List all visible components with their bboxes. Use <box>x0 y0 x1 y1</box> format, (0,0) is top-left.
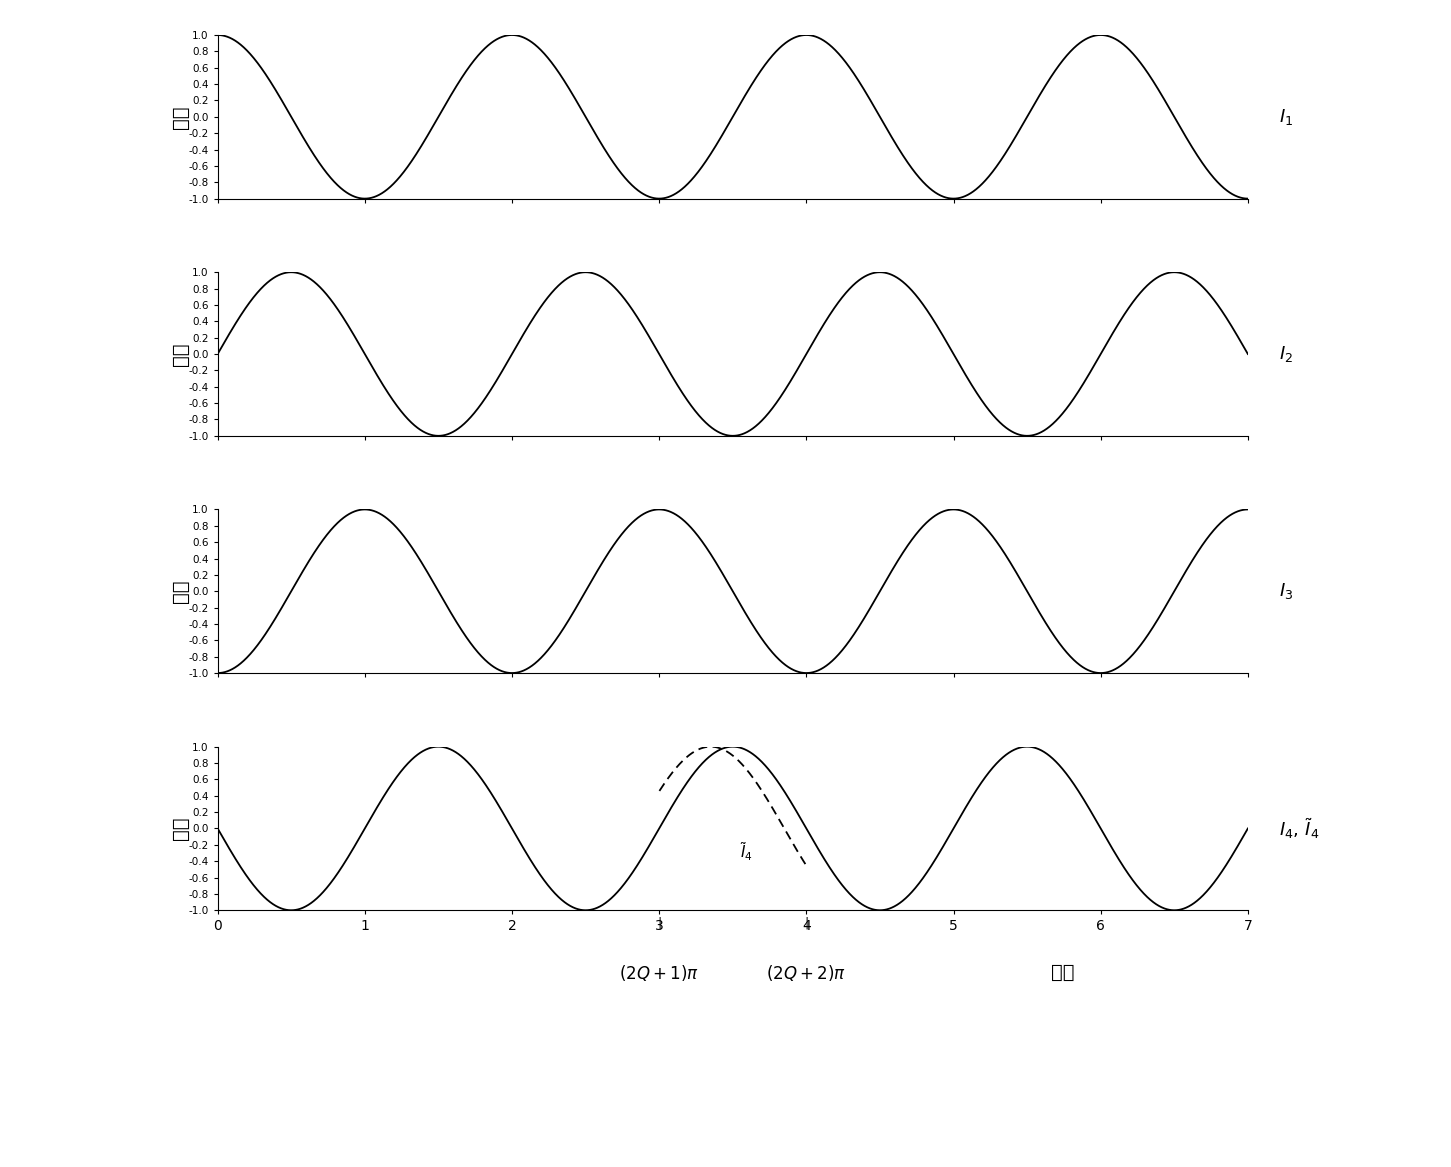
Text: $I_3$: $I_3$ <box>1278 581 1293 601</box>
Text: $I_2$: $I_2$ <box>1278 344 1293 364</box>
Text: $\tilde{I}_4$: $\tilde{I}_4$ <box>740 840 753 862</box>
Text: $(2Q+2)\pi$: $(2Q+2)\pi$ <box>766 963 846 983</box>
Y-axis label: 灰度: 灰度 <box>171 105 190 128</box>
Text: 相位: 相位 <box>1051 963 1074 981</box>
Text: $I_4,\,\tilde{I}_4$: $I_4,\,\tilde{I}_4$ <box>1278 816 1319 840</box>
Text: |: | <box>657 916 662 929</box>
Y-axis label: 灰度: 灰度 <box>171 817 190 840</box>
Text: |: | <box>804 916 808 929</box>
Text: $(2Q+1)\pi$: $(2Q+1)\pi$ <box>620 963 699 983</box>
Y-axis label: 灰度: 灰度 <box>171 342 190 365</box>
Text: $I_1$: $I_1$ <box>1278 107 1293 127</box>
Y-axis label: 灰度: 灰度 <box>171 580 190 603</box>
